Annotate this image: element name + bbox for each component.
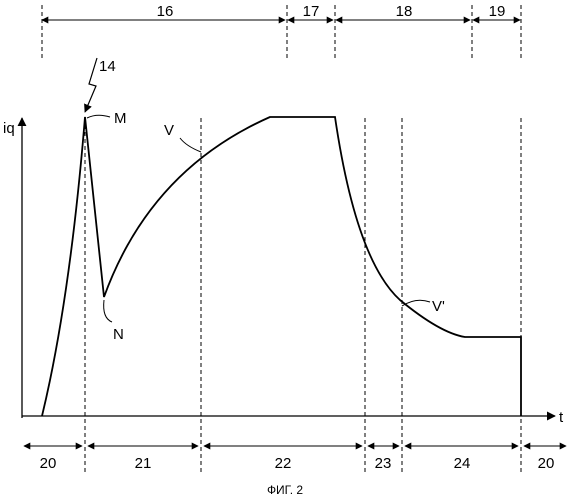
point-label-v-prime: V' <box>432 298 445 315</box>
leader-v <box>179 137 202 153</box>
leader-m <box>86 114 111 119</box>
phase-label-23: 23 <box>375 455 392 472</box>
axes: iq t <box>3 117 564 426</box>
phase-label-19: 19 <box>489 3 506 20</box>
phase-label-20b: 20 <box>538 455 555 472</box>
phase-label-20a: 20 <box>40 455 57 472</box>
phase-label-16: 16 <box>157 3 174 20</box>
leader-n <box>103 299 113 323</box>
annotations: 14 M N V V' <box>84 57 445 343</box>
bottom-phase-bar: 20 21 22 23 24 20 <box>23 442 567 472</box>
point-label-n: N <box>113 326 124 343</box>
phase-label-21: 21 <box>135 455 152 472</box>
phase-label-24: 24 <box>454 455 471 472</box>
event-label: 14 <box>99 58 116 75</box>
event-arrow <box>84 57 98 113</box>
point-label-v: V <box>164 122 174 139</box>
top-phase-bar: 16 17 18 19 <box>41 3 522 60</box>
phase-label-18: 18 <box>396 3 413 20</box>
x-axis-label: t <box>559 409 564 426</box>
current-curve <box>41 116 522 417</box>
figure-caption: ФИГ. 2 <box>267 483 303 497</box>
point-label-m: M <box>114 110 127 127</box>
y-axis-label: iq <box>3 120 15 137</box>
phase-label-22: 22 <box>275 455 292 472</box>
plot-dividers <box>84 118 522 472</box>
phase-label-17: 17 <box>303 3 320 20</box>
leader-v-prime <box>401 299 431 307</box>
